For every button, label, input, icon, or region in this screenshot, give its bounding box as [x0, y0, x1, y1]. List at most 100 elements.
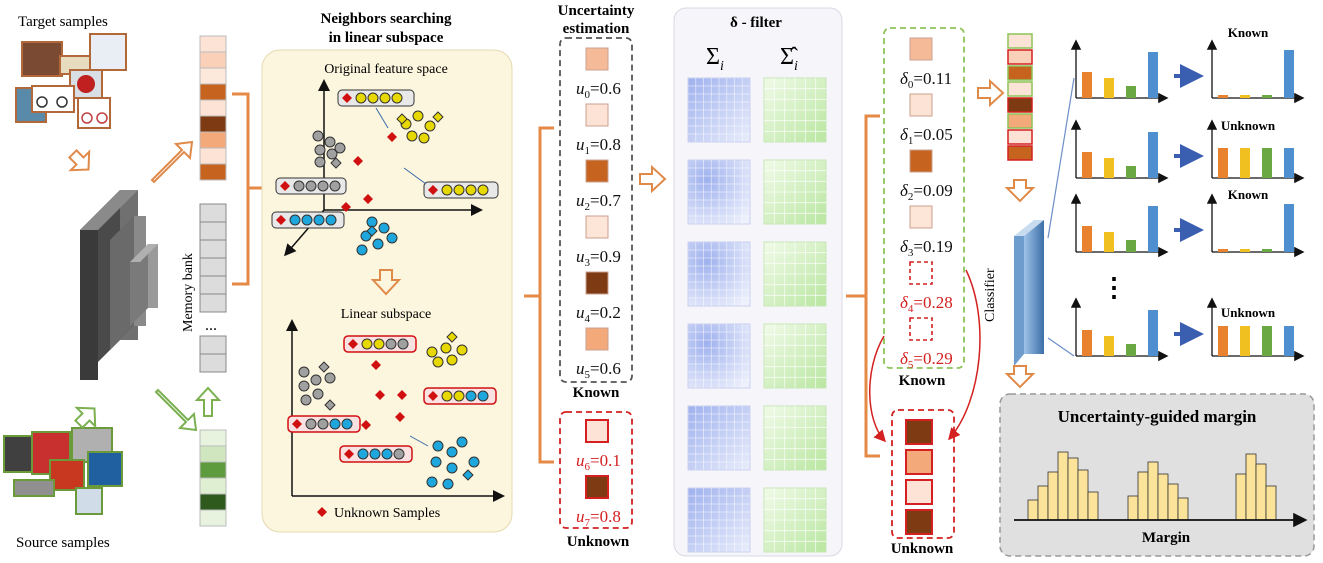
uncertainty-item-2: u2=0.7 — [576, 159, 621, 213]
feature-encoder — [80, 190, 158, 380]
histogram-1-bin-4 — [1067, 457, 1079, 521]
output-chart-0-bar-2 — [1262, 95, 1272, 98]
memory-bank-label: Memory bank — [181, 253, 196, 332]
output-chart-3-bar-0 — [1218, 326, 1228, 356]
uncertainty-unknown-box — [559, 411, 633, 529]
input-chart-2-bar-1 — [1104, 232, 1114, 252]
input-chart-2-bar-0 — [1082, 226, 1092, 252]
gray-cluster-original — [312, 130, 346, 169]
output-chart-1-bar-3 — [1284, 148, 1294, 178]
histogram-2-bin-2 — [1147, 461, 1159, 521]
histogram-1-bin-1 — [1037, 485, 1049, 521]
uncertainty-item-7: u7=0.8 — [576, 475, 621, 529]
link-2 — [403, 167, 427, 185]
input-chart-0-bar-3 — [1148, 52, 1158, 98]
sigma-hat-grid-0 — [763, 77, 827, 143]
output-chart-1-bar-0 — [1218, 148, 1228, 178]
histogram-3-bin-3 — [1265, 485, 1277, 521]
bracket-features — [232, 92, 264, 286]
arrow-source-to-encoder — [73, 406, 97, 430]
sigma-grid-4 — [687, 405, 751, 471]
uncertainty-unknown-label: Unknown — [567, 534, 630, 550]
delta-item-3: δ3=0.19 — [900, 205, 953, 259]
output-bar-charts — [1070, 39, 1305, 362]
blue-cluster-linear — [426, 436, 480, 490]
histogram-1-bin-6 — [1087, 491, 1099, 521]
arrow-to-margin — [1004, 365, 1036, 389]
uncertainty-item-5: u5=0.6 — [576, 327, 621, 381]
output-chart-3 — [1206, 297, 1305, 362]
arrow-to-classifier — [1004, 179, 1036, 203]
unknown-markers-original — [341, 132, 397, 212]
output-chart-1-bar-1 — [1240, 148, 1250, 178]
neighbor-list-linear-gray — [287, 415, 361, 433]
uncertainty-known-box — [559, 37, 633, 383]
linear-subspace-axes — [286, 319, 505, 502]
output-chart-0 — [1206, 39, 1305, 104]
sigma-grid-1 — [687, 159, 751, 225]
neighbor-list-linear-yellow-right — [423, 387, 497, 405]
output-chart-3-bar-3 — [1284, 326, 1294, 356]
out-unknown-1: Unknown — [1221, 118, 1276, 133]
histogram-2-bin-0 — [1127, 495, 1139, 521]
source-sample-images — [3, 427, 123, 515]
margin-axis-label: Margin — [1142, 530, 1191, 546]
delta-unknown-box — [891, 409, 955, 539]
arrow-to-feature-column — [977, 78, 1005, 108]
arrow-source-to-memory — [194, 386, 222, 417]
uncertainty-title-line1: Uncertainty — [558, 3, 635, 19]
delta-known-box — [883, 27, 965, 369]
output-chart-3-bar-1 — [1240, 326, 1250, 356]
input-chart-1-bar-3 — [1148, 132, 1158, 178]
delta-item-5: δ5=0.29 — [900, 317, 953, 371]
histogram-3-bin-1 — [1245, 453, 1257, 521]
input-chart-0-bar-0 — [1082, 72, 1092, 98]
uncertainty-known-label: Known — [573, 385, 620, 401]
margin-histograms — [1027, 451, 1277, 521]
sigma-hat-grid-5 — [763, 487, 827, 553]
histogram-3-bin-2 — [1255, 463, 1267, 521]
histogram-2-bin-5 — [1177, 497, 1189, 521]
input-chart-1-bar-1 — [1104, 158, 1114, 178]
memory-bank — [199, 203, 227, 373]
arrow-target-to-encoder — [67, 148, 91, 172]
neighbors-title-line2: in linear subspace — [329, 30, 444, 46]
histogram-1-bin-5 — [1077, 469, 1089, 521]
delta-unknown-label: Unknown — [891, 541, 954, 557]
arrow-encoder-to-target-features — [150, 140, 194, 184]
sigma-hat-grid-1 — [763, 159, 827, 225]
uncertainty-item-0: u0=0.6 — [576, 47, 621, 101]
input-chart-1-bar-2 — [1126, 166, 1136, 178]
input-chart-3-bar-2 — [1126, 344, 1136, 356]
sigma-hat-label: Σ̂i — [780, 44, 798, 74]
uncertainty-title-line2: estimation — [563, 21, 630, 37]
output-chart-0-bar-3 — [1284, 50, 1294, 98]
covariance-grids — [687, 77, 827, 553]
uncertainty-item-6: u6=0.1 — [576, 419, 621, 473]
sigma-grid-3 — [687, 323, 751, 389]
link-3 — [409, 435, 429, 447]
merged-feature-column — [1007, 33, 1033, 161]
output-chart-2 — [1206, 193, 1305, 258]
svg-text:δ1=0.05: δ1=0.05 — [900, 125, 953, 147]
sigma-hat-grid-2 — [763, 241, 827, 307]
histogram-3-bin-0 — [1235, 473, 1247, 521]
histogram-2-bin-3 — [1157, 473, 1169, 521]
target-sample-images — [15, 33, 127, 129]
yellow-cluster-original — [396, 110, 444, 144]
unknown-samples-legend: Unknown Samples — [334, 506, 440, 521]
delta-unknown-stack — [905, 419, 933, 535]
input-chart-2-bar-2 — [1126, 240, 1136, 252]
input-chart-0 — [1070, 39, 1169, 104]
vertical-ellipsis: ⋮ — [1101, 273, 1127, 302]
output-chart-2-bar-0 — [1218, 249, 1228, 252]
svg-text:δ4=0.28: δ4=0.28 — [900, 293, 953, 315]
svg-text:δ3=0.19: δ3=0.19 — [900, 237, 953, 259]
histogram-1 — [1027, 451, 1099, 521]
sigma-hat-grid-4 — [763, 405, 827, 471]
classifier-label: Classifier — [983, 268, 998, 322]
red-arrow-delta4 — [948, 269, 981, 441]
svg-text:u7=0.8: u7=0.8 — [576, 507, 621, 529]
histogram-2-bin-4 — [1167, 483, 1179, 521]
